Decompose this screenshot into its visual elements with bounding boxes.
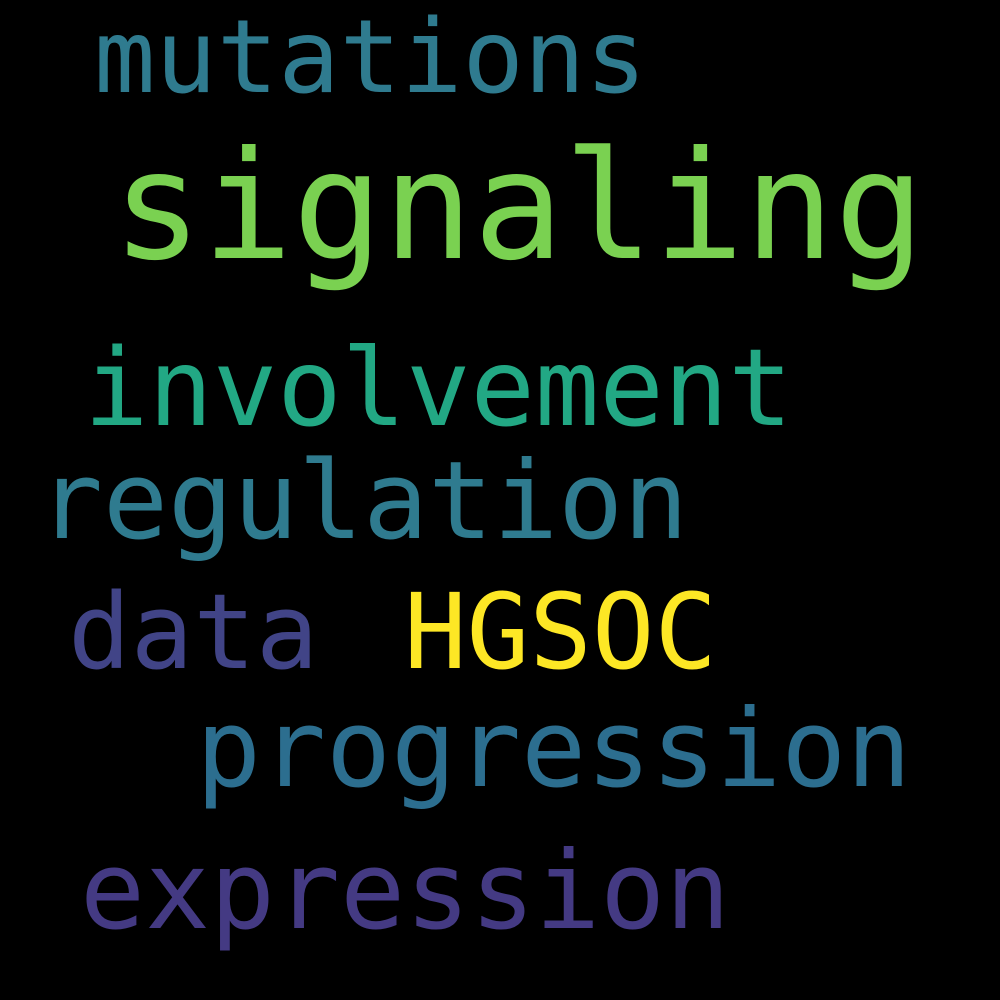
word-expression: expression <box>80 829 731 954</box>
word-hgsoc: HGSOC <box>404 571 718 693</box>
word-mutations: mutations <box>94 0 647 117</box>
word-progression: progression <box>196 687 912 812</box>
word-signaling: signaling <box>112 120 925 294</box>
word-involvement: involvement <box>84 327 793 451</box>
word-data: data <box>68 571 319 693</box>
word-regulation: regulation <box>38 439 689 564</box>
